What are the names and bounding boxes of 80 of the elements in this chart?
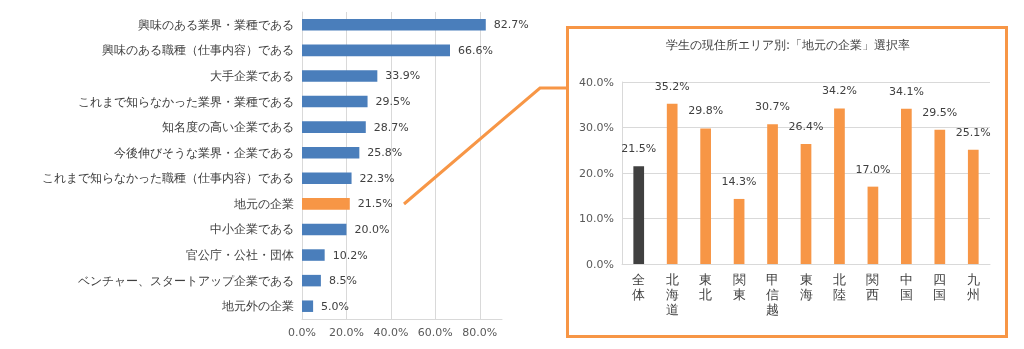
bar <box>302 70 378 82</box>
y-tick-label: 知名度の高い企業である <box>162 120 294 135</box>
bar <box>934 129 946 264</box>
data-label: 82.7% <box>493 18 529 32</box>
bar <box>901 108 912 264</box>
bar <box>867 186 879 264</box>
data-label: 5.0% <box>321 299 350 313</box>
y-tick-label: 40.0% <box>579 75 614 89</box>
bar <box>302 274 321 287</box>
x-tick-label: 甲信越 <box>766 272 780 317</box>
y-tick-label: これまで知らなかった業界・業種である <box>78 94 294 109</box>
data-label: 25.1% <box>955 125 991 139</box>
bar <box>633 166 645 264</box>
bar <box>302 249 325 261</box>
data-label: 66.6% <box>458 43 493 57</box>
data-label: 29.5% <box>922 105 958 119</box>
data-label: 35.2% <box>654 79 690 93</box>
y-tick-label: 0.0% <box>586 257 614 271</box>
bar <box>302 198 350 210</box>
bar <box>302 146 360 159</box>
x-tick-label: 北陸 <box>832 272 846 302</box>
x-tick-label: 北海道 <box>665 272 679 317</box>
y-tick-label: 大手企業である <box>210 68 294 83</box>
x-tick-label: 関東 <box>732 272 746 302</box>
bar <box>302 300 314 312</box>
data-label: 29.8% <box>688 104 724 118</box>
data-label: 28.7% <box>373 120 409 134</box>
data-label: 34.2% <box>821 84 857 98</box>
x-tick-label: 関西 <box>866 272 880 302</box>
bar <box>302 44 450 57</box>
data-label: 20.0% <box>354 222 390 236</box>
y-tick-label: 20.0% <box>579 166 614 180</box>
y-tick-label: 今後伸びそうな業界・企業である <box>114 145 294 160</box>
bar <box>767 124 778 264</box>
data-label: 17.0% <box>855 162 891 176</box>
x-tick-label: 九州 <box>966 272 980 302</box>
data-label: 26.4% <box>788 119 824 133</box>
bar <box>834 108 845 264</box>
bar <box>800 143 812 264</box>
y-tick-label: 官公庁・公社・団体 <box>186 248 294 263</box>
y-tick-label: 中小企業である <box>210 222 294 237</box>
y-tick-label: これまで知らなかった職種（仕事内容）である <box>42 171 294 186</box>
data-label: 21.5% <box>621 142 657 156</box>
x-tick-label: 東北 <box>699 272 713 302</box>
data-label: 30.7% <box>755 100 791 114</box>
data-label: 14.3% <box>721 174 757 188</box>
data-label: 29.5% <box>375 95 411 109</box>
x-tick-label: 40.0% <box>373 326 409 339</box>
bar <box>700 128 711 264</box>
bar <box>733 198 745 264</box>
x-tick-label: 四国 <box>933 272 947 302</box>
chart-title: 学生の現住所エリア別:「地元の企業」選択率 <box>665 38 911 52</box>
data-label: 10.2% <box>332 248 368 262</box>
data-label: 34.1% <box>888 84 924 98</box>
y-tick-label: 30.0% <box>579 121 614 134</box>
y-tick-label: 地元の企業 <box>233 196 294 211</box>
data-label: 25.8% <box>367 146 403 160</box>
x-tick-label: 中国 <box>899 272 913 302</box>
y-tick-label: 興味のある業界・業種である <box>138 17 294 32</box>
y-tick-label: ベンチャー、スタートアップ企業である <box>78 273 294 288</box>
x-tick-label: 80.0% <box>462 326 498 339</box>
x-tick-label: 0.0% <box>288 326 316 339</box>
bar <box>302 223 347 236</box>
x-tick-label: 東海 <box>799 272 813 302</box>
bar <box>302 121 366 133</box>
data-label: 8.5% <box>328 274 357 288</box>
y-tick-label: 10.0% <box>579 212 614 225</box>
x-tick-label: 60.0% <box>417 326 453 339</box>
data-label: 22.3% <box>359 171 395 185</box>
bar <box>967 149 979 264</box>
bar <box>302 19 486 31</box>
bar <box>302 172 352 185</box>
data-label: 33.9% <box>385 69 421 83</box>
bar <box>302 95 368 108</box>
data-label: 21.5% <box>357 197 393 211</box>
y-tick-label: 興味のある職種（仕事内容）である <box>102 43 294 58</box>
x-tick-label: 全体 <box>632 272 646 302</box>
x-tick-label: 20.0% <box>328 326 364 339</box>
y-tick-label: 地元外の企業 <box>221 299 294 314</box>
bar <box>666 103 678 264</box>
